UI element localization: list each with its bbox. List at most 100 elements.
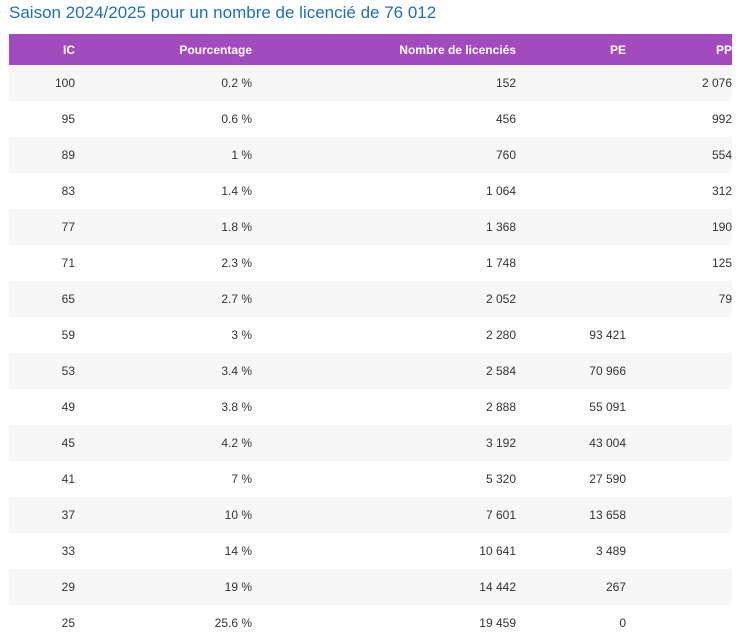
cell-ic: 45: [61, 436, 75, 450]
cell-pp: 125: [711, 256, 732, 270]
table-row: 77 1.8 % 1 368 190: [9, 209, 732, 245]
cell-pe: 55 091: [589, 400, 626, 414]
cell-pe: 43 004: [589, 436, 626, 450]
cell-nombre: 7 601: [485, 508, 516, 522]
cell-pp: 79: [718, 292, 732, 306]
page-title: Saison 2024/2025 pour un nombre de licen…: [9, 3, 437, 22]
column-header-pp: PP: [715, 42, 732, 57]
cell-pourcentage: 19 %: [224, 580, 252, 594]
cell-pp: 190: [711, 220, 732, 234]
table-row: 45 4.2 % 3 192 43 004: [9, 425, 732, 461]
cell-pourcentage: 14 %: [224, 544, 252, 558]
cell-nombre: 10 641: [479, 544, 516, 558]
cell-pp: [626, 497, 732, 533]
cell-pourcentage: 4.2 %: [221, 436, 252, 450]
cell-pe: [516, 101, 626, 137]
cell-pe: 93 421: [589, 328, 626, 342]
table-row: 100 0.2 % 152 2 076: [9, 65, 732, 101]
cell-pourcentage: 10 %: [224, 508, 252, 522]
cell-pp: [626, 461, 732, 497]
cell-ic: 41: [61, 472, 75, 486]
cell-pourcentage: 3.8 %: [221, 400, 252, 414]
cell-pourcentage: 1 %: [231, 148, 252, 162]
cell-pe: 0: [619, 616, 626, 630]
header-row: IC Pourcentage Nombre de licenciés PE PP: [9, 34, 732, 65]
cell-ic: 33: [61, 544, 75, 558]
cell-nombre: 152: [495, 76, 516, 90]
table-row: 41 7 % 5 320 27 590: [9, 461, 732, 497]
cell-nombre: 2 584: [485, 364, 516, 378]
table-header: IC Pourcentage Nombre de licenciés PE PP: [9, 34, 732, 65]
cell-pe: 70 966: [589, 364, 626, 378]
cell-nombre: 456: [495, 112, 516, 126]
cell-nombre: 3 192: [485, 436, 516, 450]
cell-ic: 53: [61, 364, 75, 378]
cell-pe: [516, 173, 626, 209]
cell-pourcentage: 0.2 %: [221, 76, 252, 90]
cell-pp: [626, 353, 732, 389]
table-body: 100 0.2 % 152 2 076 95 0.6 % 456 992 89 1 % 760 554…: [9, 65, 732, 641]
cell-ic: 95: [61, 112, 75, 126]
column-header-pourcentage: Pourcentage: [179, 42, 252, 57]
cell-pourcentage: 2.3 %: [221, 256, 252, 270]
cell-pe: [516, 65, 626, 101]
cell-pp: [626, 605, 732, 641]
table-row: 29 19 % 14 442 267: [9, 569, 732, 605]
cell-ic: 65: [61, 292, 75, 306]
cell-pourcentage: 0.6 %: [221, 112, 252, 126]
cell-ic: 49: [61, 400, 75, 414]
licence-table: IC Pourcentage Nombre de licenciés PE PP…: [9, 34, 732, 641]
cell-pe: 13 658: [589, 508, 626, 522]
cell-pe: [516, 137, 626, 173]
cell-pp: [626, 317, 732, 353]
cell-nombre: 2 888: [485, 400, 516, 414]
table-row: 95 0.6 % 456 992: [9, 101, 732, 137]
cell-pp: 2 076: [701, 76, 732, 90]
cell-nombre: 1 748: [485, 256, 516, 270]
cell-pourcentage: 25.6 %: [214, 616, 252, 630]
cell-pp: [626, 389, 732, 425]
cell-ic: 71: [61, 256, 75, 270]
cell-nombre: 2 052: [485, 292, 516, 306]
cell-nombre: 5 320: [485, 472, 516, 486]
table-row: 71 2.3 % 1 748 125: [9, 245, 732, 281]
cell-nombre: 760: [495, 148, 516, 162]
table-row: 83 1.4 % 1 064 312: [9, 173, 732, 209]
cell-nombre: 19 459: [479, 616, 516, 630]
column-header-nombre: Nombre de licenciés: [399, 42, 516, 57]
cell-ic: 37: [61, 508, 75, 522]
cell-pourcentage: 1.4 %: [221, 184, 252, 198]
cell-pourcentage: 1.8 %: [221, 220, 252, 234]
cell-ic: 77: [61, 220, 75, 234]
cell-nombre: 2 280: [485, 328, 516, 342]
cell-nombre: 14 442: [479, 580, 516, 594]
table-row: 65 2.7 % 2 052 79: [9, 281, 732, 317]
table-row: 25 25.6 % 19 459 0: [9, 605, 732, 641]
cell-ic: 59: [61, 328, 75, 342]
cell-pe: 3 489: [595, 544, 626, 558]
table-row: 59 3 % 2 280 93 421: [9, 317, 732, 353]
cell-pourcentage: 7 %: [231, 472, 252, 486]
cell-ic: 83: [61, 184, 75, 198]
table-row: 89 1 % 760 554: [9, 137, 732, 173]
cell-nombre: 1 064: [485, 184, 516, 198]
table-row: 37 10 % 7 601 13 658: [9, 497, 732, 533]
cell-pe: 27 590: [589, 472, 626, 486]
cell-ic: 25: [61, 616, 75, 630]
cell-pp: [626, 569, 732, 605]
cell-ic: 89: [61, 148, 75, 162]
cell-pourcentage: 3 %: [231, 328, 252, 342]
table-row: 49 3.8 % 2 888 55 091: [9, 389, 732, 425]
table-row: 33 14 % 10 641 3 489: [9, 533, 732, 569]
cell-pe: [516, 281, 626, 317]
cell-ic: 29: [61, 580, 75, 594]
cell-pourcentage: 3.4 %: [221, 364, 252, 378]
cell-ic: 100: [54, 76, 75, 90]
column-header-ic: IC: [63, 42, 75, 57]
cell-pp: 312: [711, 184, 732, 198]
column-header-pe: PE: [609, 42, 626, 57]
cell-pp: [626, 533, 732, 569]
cell-pp: 554: [711, 148, 732, 162]
cell-pe: 267: [605, 580, 626, 594]
